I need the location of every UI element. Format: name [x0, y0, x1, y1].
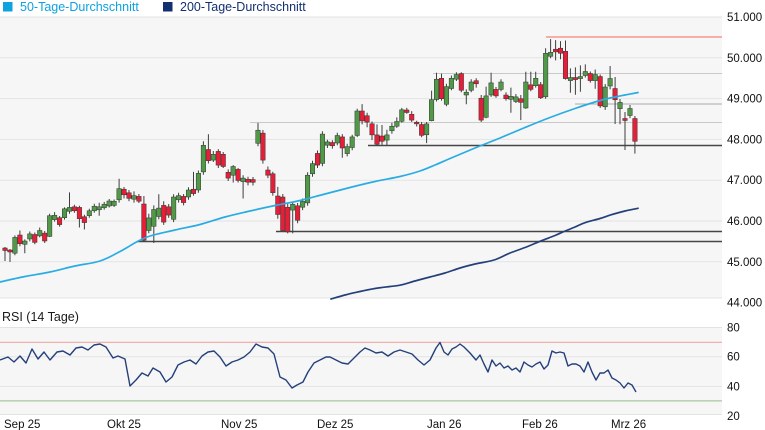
- svg-text:Feb 26: Feb 26: [522, 419, 558, 430]
- svg-text:48.000: 48.000: [727, 134, 762, 146]
- svg-text:80: 80: [727, 323, 740, 335]
- svg-text:50.000: 50.000: [727, 53, 762, 65]
- svg-text:46.000: 46.000: [727, 216, 762, 228]
- svg-text:40: 40: [727, 381, 740, 393]
- svg-text:20: 20: [727, 411, 740, 423]
- svg-text:Sep 25: Sep 25: [4, 419, 40, 430]
- svg-text:60: 60: [727, 352, 740, 364]
- svg-text:45.000: 45.000: [727, 257, 762, 269]
- svg-text:50-Tage-Durchschnitt: 50-Tage-Durchschnitt: [20, 0, 139, 14]
- svg-text:47.000: 47.000: [727, 175, 762, 187]
- svg-text:Jan 26: Jan 26: [427, 419, 462, 430]
- svg-text:44.000: 44.000: [727, 298, 762, 310]
- svg-text:RSI (14 Tage): RSI (14 Tage): [2, 310, 79, 324]
- svg-text:Okt 25: Okt 25: [107, 419, 141, 430]
- svg-text:49.000: 49.000: [727, 94, 762, 106]
- svg-text:Nov 25: Nov 25: [221, 419, 257, 430]
- svg-text:Dez 25: Dez 25: [317, 419, 353, 430]
- svg-text:200-Tage-Durchschnitt: 200-Tage-Durchschnitt: [180, 0, 306, 14]
- svg-text:51.000: 51.000: [727, 12, 762, 24]
- svg-text:Mrz 26: Mrz 26: [611, 419, 646, 430]
